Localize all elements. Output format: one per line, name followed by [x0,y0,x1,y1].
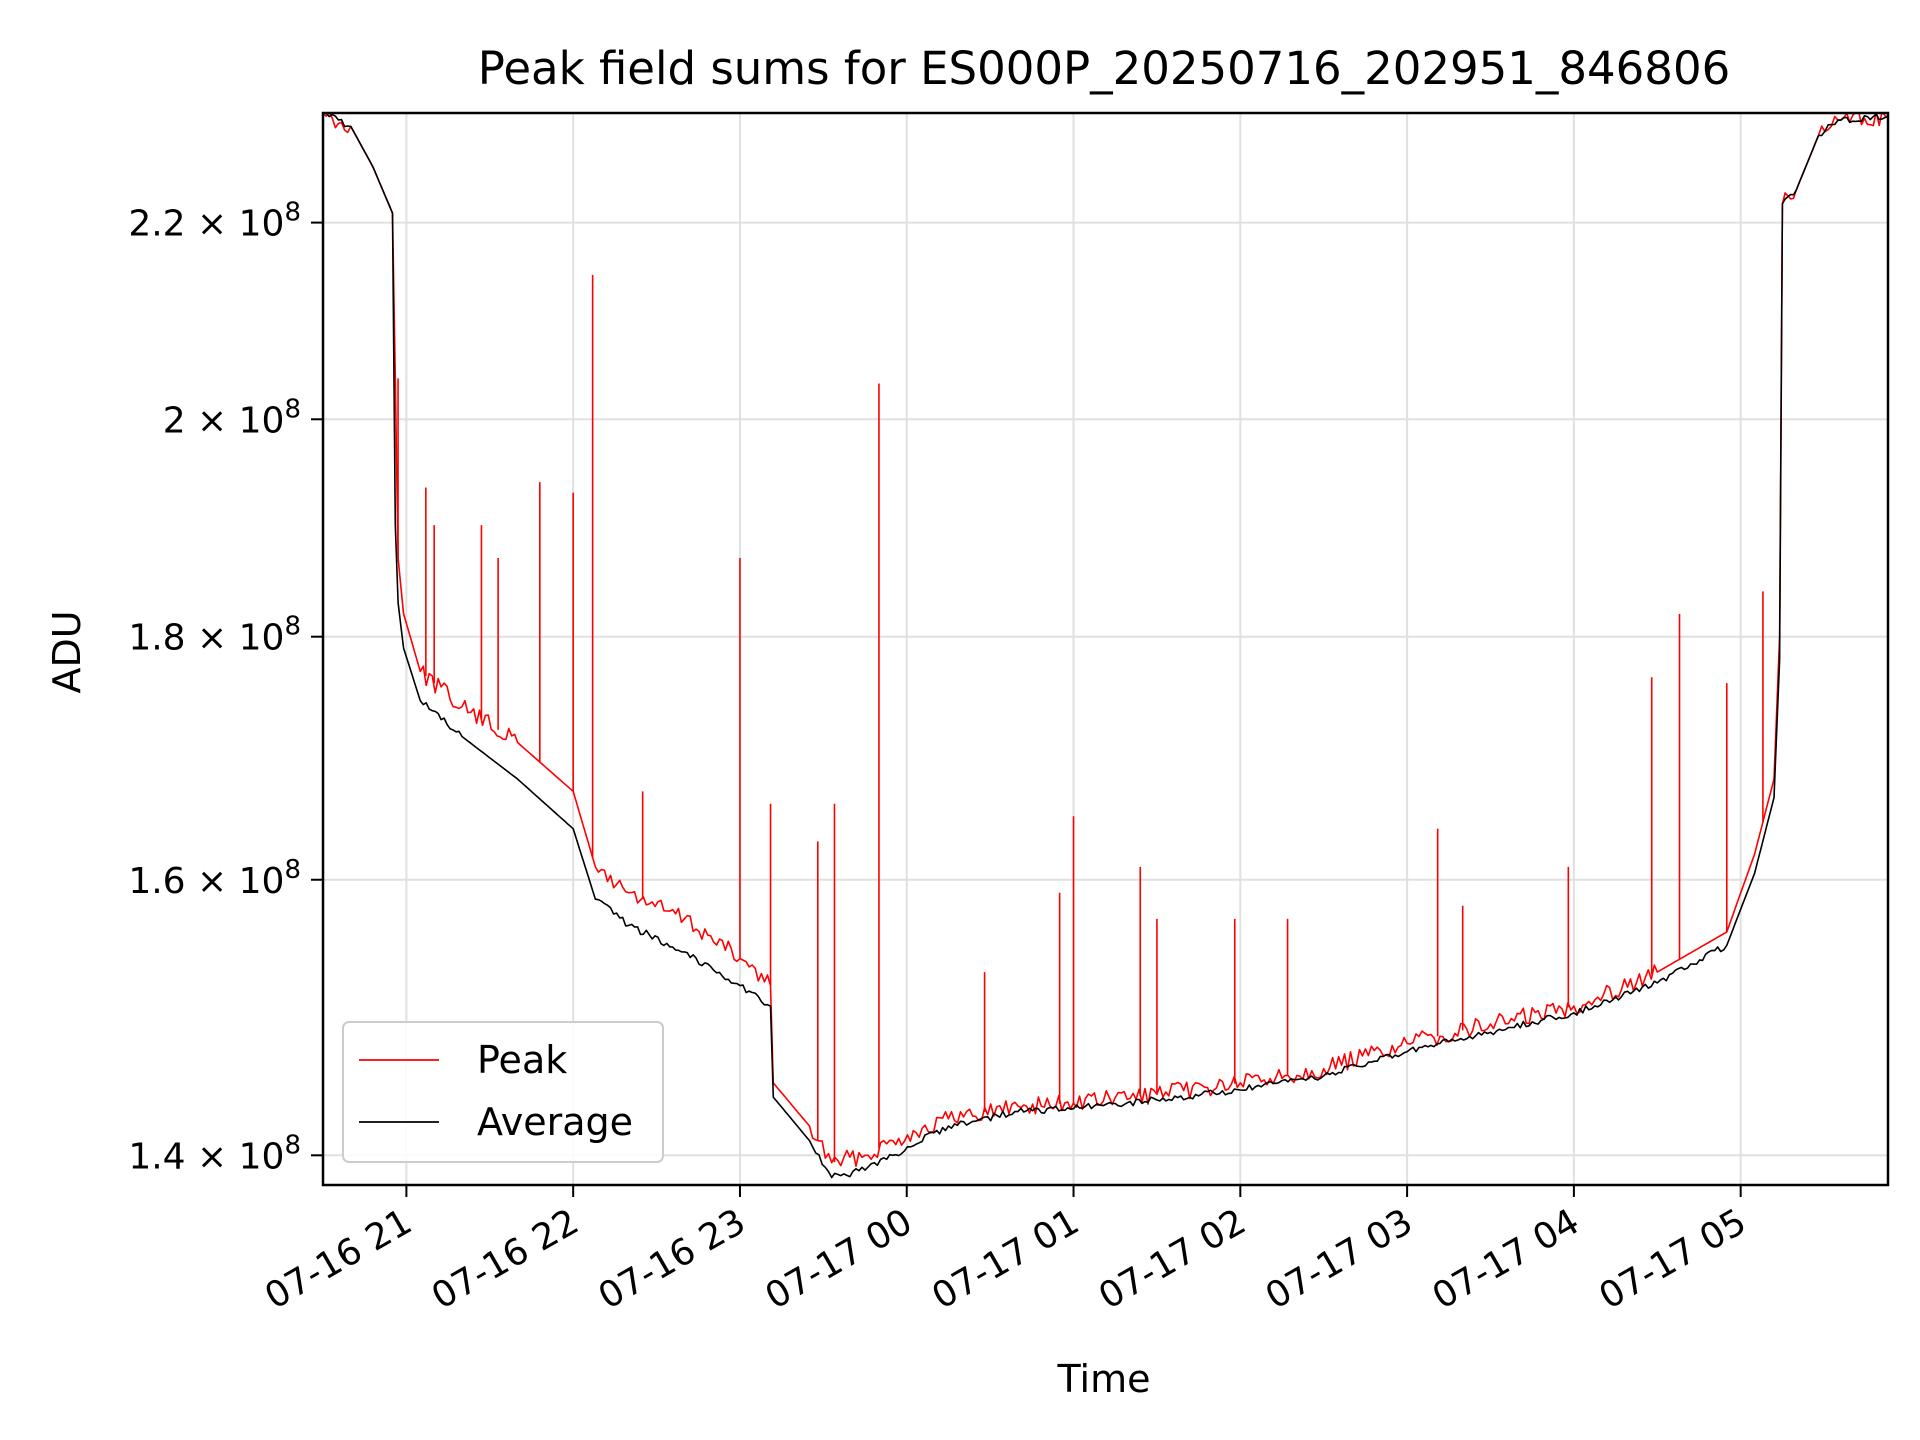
series-peak-line [323,113,1888,1167]
chart-title: Peak field sums for ES000P_20250716_2029… [478,42,1730,95]
series-peak [323,113,1888,1167]
legend-box [342,1021,664,1163]
legend-label-average: Average [477,1100,633,1144]
y-tick-label: 2 × 108 [163,394,301,441]
legend-label-peak: Peak [477,1038,567,1082]
series-average [323,113,1888,1179]
plot-frame [321,111,1890,1187]
y-tick-label: 1.6 × 108 [128,855,301,902]
series-layer [323,113,1888,1179]
legend: Peak Average [342,1021,664,1163]
y-tick-label: 1.8 × 108 [128,612,301,659]
series-average-line [323,113,1888,1179]
y-tick-label: 1.4 × 108 [128,1130,301,1177]
y-axis-label: ADU [45,610,89,693]
x-axis-label: Time [1057,1357,1151,1401]
y-tick-label: 2.2 × 108 [128,198,301,245]
